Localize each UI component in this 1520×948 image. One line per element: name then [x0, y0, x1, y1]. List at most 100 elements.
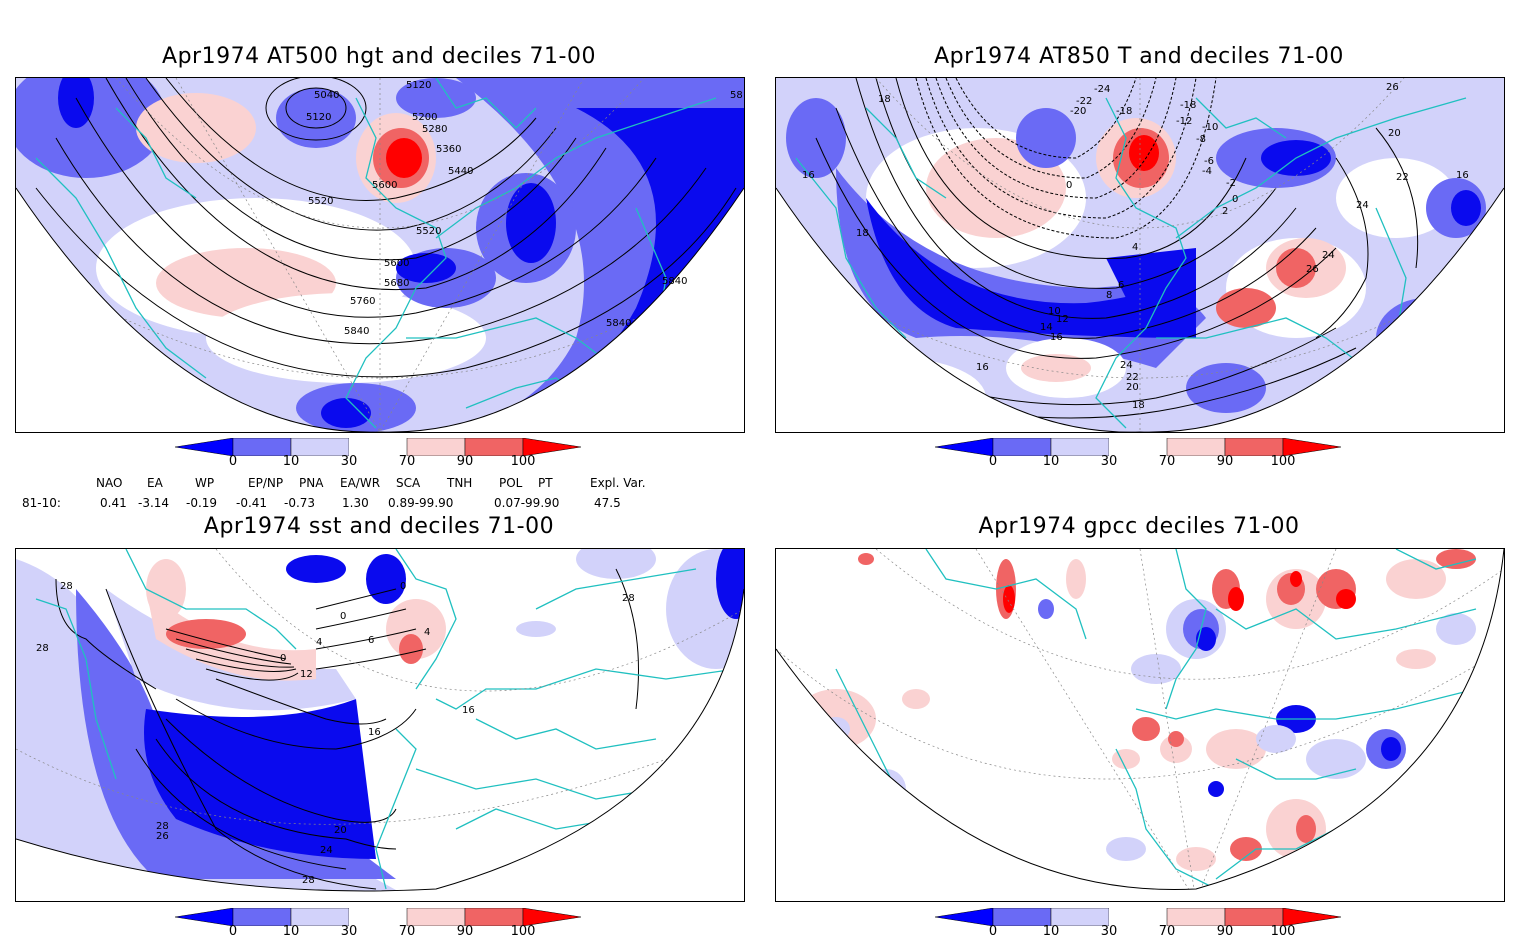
contour-label: 26: [1306, 264, 1319, 275]
colorbar-label: 70: [398, 924, 416, 939]
contour-label: 5280: [422, 124, 447, 135]
contour-label: 0: [340, 611, 346, 622]
contour-label: 58: [730, 90, 743, 101]
colorbar-label: 30: [340, 454, 358, 469]
contour-label: 2: [1222, 206, 1228, 217]
contour-label: 24: [1356, 200, 1369, 211]
panel-title-sst: Apr1974 sst and deciles 71-00: [203, 514, 555, 539]
contour-label: 5840: [344, 326, 369, 337]
index-header: POL: [499, 476, 523, 490]
map-t850: -24 -22 -20 -18 -18 -12 -10 -8 -6 -4 -2 …: [776, 78, 1504, 432]
panel-title-hgt500: Apr1974 AT500 hgt and deciles 71-00: [162, 44, 596, 69]
contour-label: -20: [1070, 106, 1086, 117]
colorbar-swatches: [934, 907, 1342, 927]
contour-label: 28: [36, 643, 49, 654]
index-value: 47.5: [594, 496, 621, 510]
indices-header-row: NAO EA WP EP/NP PNA EA/WR SCA TNH POL PT…: [22, 476, 722, 496]
contour-label: 5760: [350, 296, 375, 307]
contour-label: 24: [1120, 360, 1133, 371]
contour-label: -18: [1180, 100, 1196, 111]
indices-value-row: 81-10: 0.41 -3.14 -0.19 -0.41 -0.73 1.30…: [22, 496, 722, 516]
contour-label: 0: [400, 581, 406, 592]
colorbar-label: 0: [228, 924, 238, 939]
contour-label: 4: [316, 637, 322, 648]
contour-label: 12: [1056, 314, 1069, 325]
contour-label: 16: [802, 170, 815, 181]
contour-label: 18: [856, 228, 869, 239]
map-sst: 28 28 0 0 4 4 6 0 12 16 16 20 24 28 28 2…: [16, 549, 744, 892]
index-value: 0.07-99.90: [494, 496, 560, 510]
contour-label: 6: [368, 635, 374, 646]
contour-label: 26: [1386, 82, 1399, 93]
contour-label: 22: [1396, 172, 1409, 183]
contour-label: 5520: [308, 196, 333, 207]
map-panel-t850: -24 -22 -20 -18 -18 -12 -10 -8 -6 -4 -2 …: [775, 77, 1505, 433]
colorbar-label: 70: [1158, 924, 1176, 939]
contour-label: 12: [300, 669, 313, 680]
contour-label: 0: [1066, 180, 1072, 191]
index-header: NAO: [96, 476, 123, 490]
map-hgt500: 5040 5120 5120 5200 5280 5360 5440 5520 …: [16, 78, 744, 432]
colorbar-label: 30: [340, 924, 358, 939]
contour-label: 10: [1048, 306, 1061, 317]
contour-label: 16: [976, 362, 989, 373]
contour-label: 20: [334, 825, 347, 836]
colorbar-label: 90: [456, 924, 474, 939]
colorbar-label: 30: [1100, 454, 1118, 469]
contour-label: 16: [1456, 170, 1469, 181]
index-value: 0.41: [100, 496, 127, 510]
panel-title-t850: Apr1974 AT850 T and deciles 71-00: [934, 44, 1344, 69]
colorbar-label: 100: [510, 924, 536, 939]
colorbar-label: 70: [398, 454, 416, 469]
colorbar-swatches: [934, 437, 1342, 457]
colorbar-gpcc: 0 10 30 70 90 100: [934, 907, 1355, 948]
colorbar-label: 0: [988, 454, 998, 469]
map-panel-sst: 28 28 0 0 4 4 6 0 12 16 16 20 24 28 28 2…: [15, 548, 745, 902]
contour-label: 28: [156, 821, 169, 832]
map-panel-hgt500: 5040 5120 5120 5200 5280 5360 5440 5520 …: [15, 77, 745, 433]
contour-label: 4: [424, 627, 430, 638]
contour-label: 4: [1132, 242, 1138, 253]
contour-label: -12: [1176, 116, 1192, 127]
contour-label: -8: [1196, 134, 1206, 145]
contour-label: 5440: [448, 166, 473, 177]
colorbar-label: 70: [1158, 454, 1176, 469]
t850-contour-labels: -24 -22 -20 -18 -18 -12 -10 -8 -6 -4 -2 …: [802, 82, 1469, 411]
contour-label: 5360: [436, 144, 461, 155]
contour-label: 16: [1050, 332, 1063, 343]
contour-label: -10: [1202, 122, 1218, 133]
colorbar-label: 0: [228, 454, 238, 469]
contour-label: 28: [302, 875, 315, 886]
contour-label: 5600: [384, 258, 409, 269]
map-panel-gpcc: [775, 548, 1505, 902]
colorbar-label: 0: [988, 924, 998, 939]
index-value: 0.89-99.90: [388, 496, 454, 510]
contour-label: 22: [1126, 372, 1139, 383]
contour-label: 28: [622, 593, 635, 604]
index-header: SCA: [396, 476, 421, 490]
contour-label: 28: [60, 581, 73, 592]
contour-label: 5680: [384, 278, 409, 289]
contour-label: 6: [1118, 280, 1124, 291]
contour-label: 0: [1232, 194, 1238, 205]
teleconnection-indices: NAO EA WP EP/NP PNA EA/WR SCA TNH POL PT…: [22, 476, 722, 516]
contour-label: -4: [1202, 166, 1212, 177]
contour-label: 5120: [306, 112, 331, 123]
contour-label: 14: [1040, 322, 1053, 333]
contour-label: 8: [1106, 290, 1112, 301]
index-row-label: 81-10:: [22, 496, 61, 510]
colorbar-swatches: [174, 437, 582, 457]
index-value: -0.19: [186, 496, 218, 510]
colorbar-label: 10: [282, 924, 300, 939]
contour-label: 5040: [314, 90, 339, 101]
contour-label: 5200: [412, 112, 437, 123]
contour-label: 5840: [662, 276, 687, 287]
contour-label: 18: [1132, 400, 1145, 411]
index-header: EA/WR: [340, 476, 381, 490]
contour-label: -22: [1076, 96, 1092, 107]
contour-label: -6: [1204, 156, 1214, 167]
contour-label: 20: [1388, 128, 1401, 139]
index-header: PT: [538, 476, 553, 490]
contour-label: 24: [1322, 250, 1335, 261]
sst-contour-labels: 28 28 0 0 4 4 6 0 12 16 16 20 24 28 28 2…: [36, 581, 635, 886]
